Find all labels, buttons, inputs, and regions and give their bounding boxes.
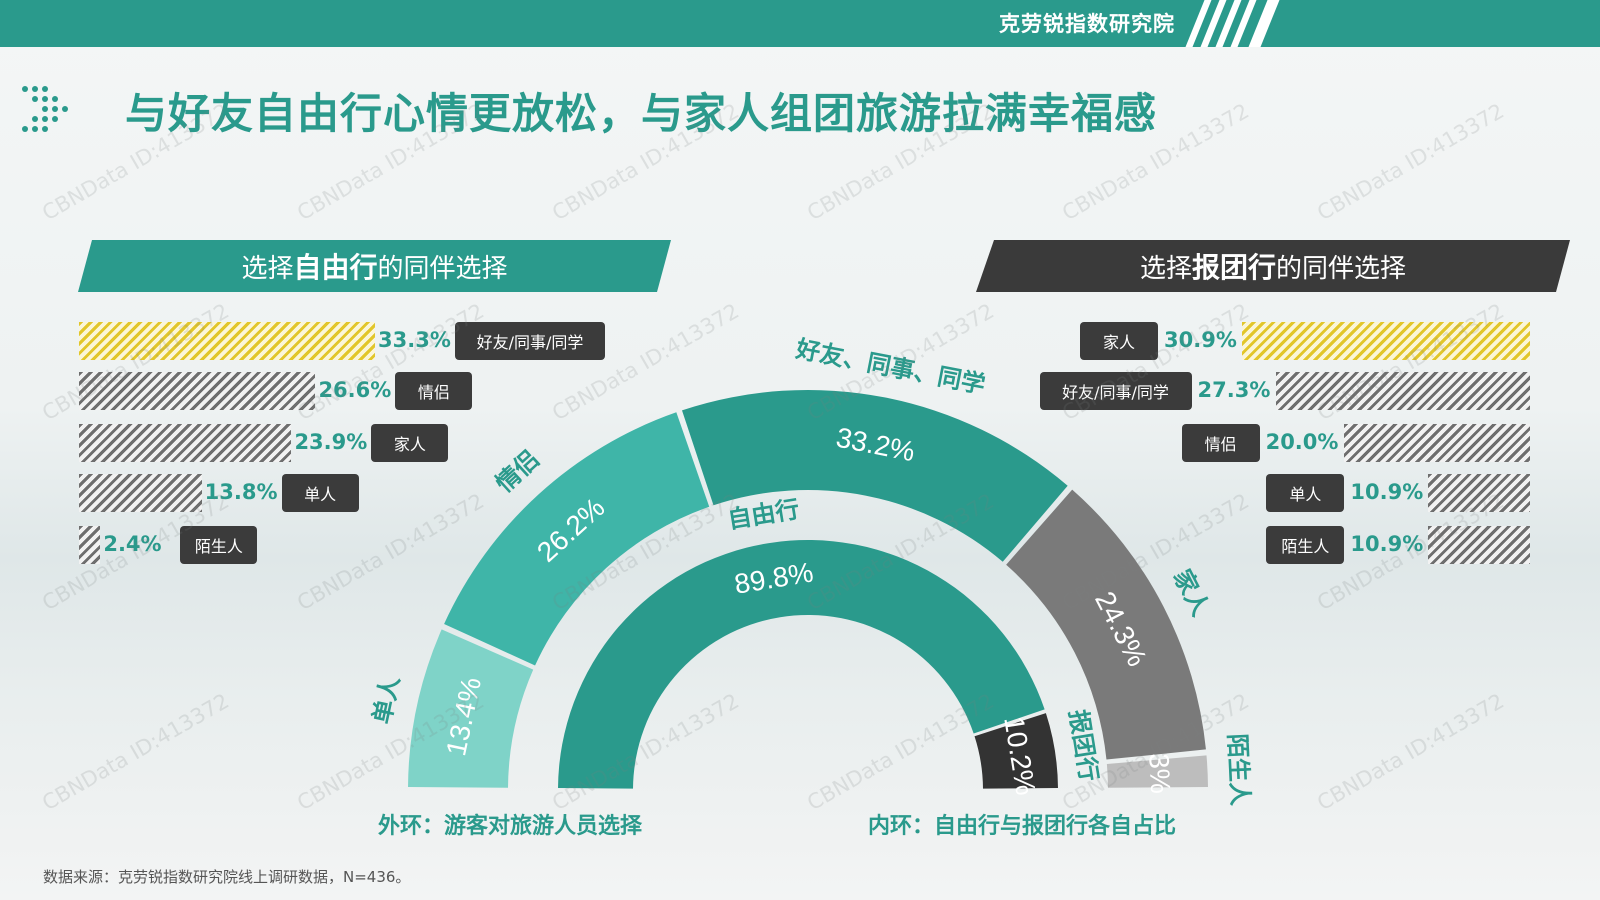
right-bar <box>1428 526 1530 564</box>
right-bar-label: 陌生人 <box>1266 526 1345 564</box>
left-bar-value: 33.3% <box>378 328 451 352</box>
outer-ring-slice <box>408 629 534 788</box>
banner-emphasis: 报团行 <box>1191 251 1276 284</box>
title-dot <box>42 106 48 112</box>
left-bar-label: 好友/同事/同学 <box>455 322 605 360</box>
left-bar-value: 2.4% <box>103 532 162 556</box>
right-panel-banner: 选择 报团行 的同伴选择 <box>976 240 1570 292</box>
left-bar-value: 13.8% <box>204 480 278 504</box>
outer-ring-slice-name: 情侣 <box>490 445 544 498</box>
right-bar-value: 20.0% <box>1265 430 1339 454</box>
left-bar <box>79 322 375 360</box>
title-dot <box>22 126 28 132</box>
inner-ring-slice-name: 自由行 <box>726 495 802 534</box>
title-dot <box>42 126 48 132</box>
banner-text: 选择 <box>241 253 294 284</box>
left-bar-label: 情侣 <box>395 372 473 410</box>
right-bar <box>1428 474 1530 512</box>
outer-ring-slice <box>681 390 1068 562</box>
title-dot <box>32 96 38 102</box>
inner-ring-slice-name: 报团行 <box>1064 708 1103 784</box>
outer-ring-slice-name: 好友、同事、同学 <box>793 335 988 400</box>
left-bar-value: 26.6% <box>318 378 392 402</box>
right-bar-value: 30.9% <box>1164 328 1237 352</box>
title-dots-icon <box>22 86 82 140</box>
right-bar-label: 单人 <box>1266 474 1345 512</box>
right-bar-value: 10.9% <box>1350 480 1424 504</box>
left-bar-label: 家人 <box>371 424 449 462</box>
outer-ring-slice-name: 陌生人 <box>1223 733 1254 806</box>
data-source-note: 数据来源：克劳锐指数研究院线上调研数据，N=436。 <box>43 868 411 886</box>
left-bar-value: 23.9% <box>294 430 368 454</box>
title-dot <box>52 96 58 102</box>
outer-ring-slice-value: 3% <box>1143 752 1176 794</box>
title-dot <box>32 116 38 122</box>
page-title: 与好友自由行心情更放松，与家人组团旅游拉满幸福感 <box>125 89 1158 138</box>
title-dot <box>22 86 28 92</box>
right-bar <box>1275 372 1530 410</box>
right-bar-value: 27.3% <box>1197 378 1271 402</box>
left-bar <box>79 424 292 462</box>
banner-text: 的同伴选择 <box>1276 253 1407 284</box>
title-dot <box>52 116 58 122</box>
inner-ring-caption: 内环：自由行与报团行各自占比 <box>868 814 1177 839</box>
banner-text: 的同伴选择 <box>377 253 508 284</box>
header-bar: 克劳锐指数研究院 <box>0 0 1600 47</box>
title-dot <box>32 126 38 132</box>
brand-name: 克劳锐指数研究院 <box>999 12 1175 36</box>
title-dot <box>62 106 68 112</box>
outer-ring-slice-name: 家人 <box>1168 565 1215 620</box>
right-bar <box>1343 424 1530 462</box>
left-bar-label: 陌生人 <box>180 526 258 564</box>
title-dot <box>42 96 48 102</box>
right-bar-label: 家人 <box>1080 322 1158 360</box>
inner-ring-slice <box>974 713 1058 789</box>
banner-text: 选择 <box>1139 253 1192 284</box>
left-panel-banner: 选择 自由行 的同伴选择 <box>78 240 671 292</box>
outer-ring-slice-name: 单人 <box>368 674 405 727</box>
right-bar <box>1242 322 1530 360</box>
title-dot <box>42 86 48 92</box>
left-bar <box>79 372 316 410</box>
outer-ring-slice <box>444 412 710 666</box>
left-bar-label: 单人 <box>281 474 359 512</box>
title-dot <box>42 116 48 122</box>
right-bar-label: 好友/同事/同学 <box>1039 372 1192 410</box>
right-bar-label: 情侣 <box>1181 424 1260 462</box>
title-dot <box>52 106 58 112</box>
outer-ring-slice <box>1106 755 1208 788</box>
inner-ring-slice <box>558 540 1045 789</box>
outer-ring-caption: 外环：游客对旅游人员选择 <box>378 814 643 839</box>
outer-ring-slice <box>1006 489 1206 760</box>
right-bar-value: 10.9% <box>1350 532 1424 556</box>
banner-emphasis: 自由行 <box>293 251 378 284</box>
left-bar <box>79 474 202 512</box>
title-dot <box>32 86 38 92</box>
left-bar <box>79 526 101 564</box>
